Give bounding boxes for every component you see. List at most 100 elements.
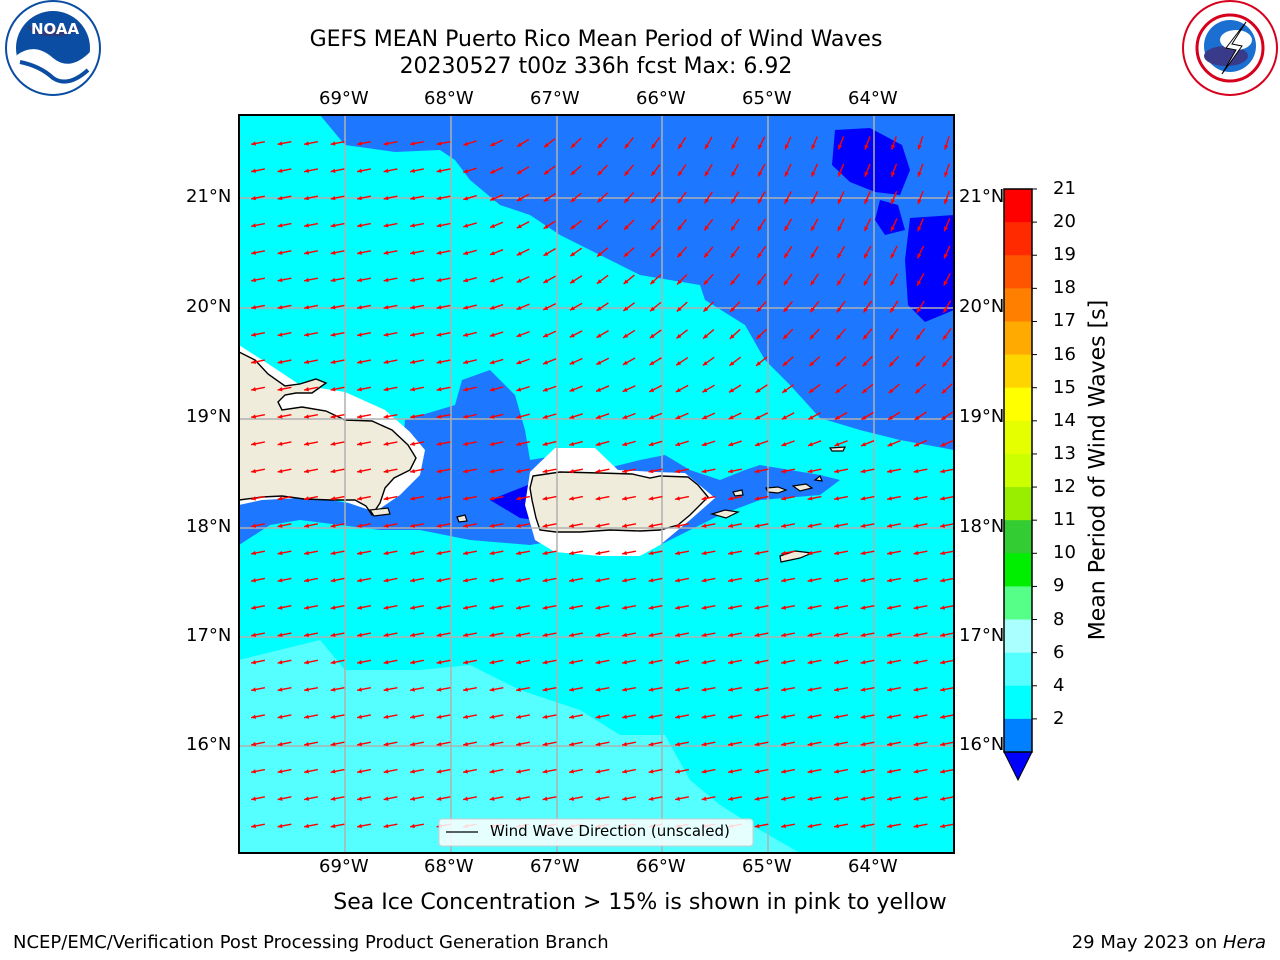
wave-direction-arrowhead <box>304 414 309 419</box>
wave-direction-arrowhead <box>648 441 654 447</box>
wave-direction-arrowhead <box>728 496 733 501</box>
wave-direction-arrowhead <box>543 278 549 283</box>
wave-direction-arrowhead <box>754 687 760 692</box>
lon-tick-bottom: 68°W <box>424 856 474 877</box>
wave-direction-arrowhead <box>357 332 362 337</box>
wave-direction-arrowhead <box>489 578 495 583</box>
wave-direction-arrowhead <box>463 278 469 283</box>
wave-direction-arrowhead <box>622 496 627 501</box>
wave-direction-arrowhead <box>330 305 336 310</box>
wave-direction-arrowhead <box>410 414 415 419</box>
wave-direction-arrowhead <box>516 169 522 174</box>
colorbar-tick-label: 19 <box>1053 244 1076 266</box>
wave-direction-arrowhead <box>569 360 575 365</box>
wave-direction-arrowhead <box>675 523 680 528</box>
wave-direction-arrowhead <box>887 523 892 528</box>
land-anegada <box>828 446 847 452</box>
wave-direction-arrowhead <box>916 307 922 313</box>
wave-direction-arrowhead <box>542 605 548 610</box>
wave-direction-arrowhead <box>304 687 309 692</box>
wave-direction-arrowhead <box>436 305 442 310</box>
wave-direction-arrowhead <box>569 796 574 801</box>
wave-direction-arrowhead <box>383 796 389 801</box>
lat-tick-right: 16°N <box>959 734 1005 755</box>
wave-direction-arrowhead <box>436 741 442 747</box>
wave-direction-arrowhead <box>913 578 919 583</box>
wave-direction-arrowhead <box>757 280 762 286</box>
wave-direction-arrowhead <box>940 605 945 610</box>
wave-direction-arrowhead <box>436 141 442 146</box>
wave-direction-arrowhead <box>917 280 922 286</box>
wave-direction-arrowhead <box>622 714 627 719</box>
wave-direction-arrowhead <box>622 769 627 774</box>
wave-direction-arrowhead <box>891 199 896 205</box>
colorbar-tick-label: 10 <box>1053 542 1076 564</box>
wave-direction-arrowhead <box>357 305 362 310</box>
wave-direction-arrowhead <box>436 250 442 255</box>
colorbar-swatch <box>1004 189 1032 223</box>
wave-direction-arrowhead <box>357 769 362 774</box>
wave-direction-arrowhead <box>676 333 682 339</box>
colorbar-tick-label: 12 <box>1053 476 1076 498</box>
wave-direction-arrowhead <box>251 168 256 173</box>
wave-direction-arrowhead <box>701 605 707 610</box>
wave-direction-arrowhead <box>463 550 468 556</box>
wave-direction-arrowhead <box>703 334 708 339</box>
wave-direction-arrowhead <box>622 687 627 692</box>
wave-direction-arrowhead <box>542 414 548 419</box>
wave-direction-arrowhead <box>357 223 362 228</box>
wave-direction-arrowhead <box>943 253 948 259</box>
wave-direction-arrowhead <box>383 769 389 774</box>
wave-direction-arrowhead <box>542 660 548 665</box>
wave-direction-arrowhead <box>622 578 627 583</box>
wave-direction-arrowhead <box>624 143 630 149</box>
wave-direction-arrowhead <box>887 741 892 747</box>
nws-logo <box>1182 0 1278 96</box>
wave-direction-arrowhead <box>834 578 839 583</box>
wave-direction-arrowhead <box>864 226 869 232</box>
wave-direction-arrowhead <box>595 496 601 501</box>
wave-direction-arrowhead <box>357 387 362 392</box>
wave-direction-arrowhead <box>835 388 841 394</box>
wave-direction-arrowhead <box>251 550 256 556</box>
wave-direction-arrowhead <box>277 441 283 446</box>
wave-direction-arrowhead <box>542 796 548 801</box>
wave-direction-arrowhead <box>357 578 362 583</box>
wave-direction-arrowhead <box>622 387 628 392</box>
wave-direction-arrowhead <box>940 468 945 474</box>
wave-direction-arrowhead <box>516 578 521 583</box>
wave-direction-arrowhead <box>410 332 415 337</box>
colorbar-tick-label: 8 <box>1053 608 1065 630</box>
wave-direction-arrowhead <box>463 468 468 474</box>
wave-direction-arrowhead <box>330 523 336 528</box>
wave-direction-arrowhead <box>489 769 495 774</box>
wave-direction-arrowhead <box>728 578 733 583</box>
wave-direction-arrowhead <box>436 277 442 283</box>
wave-direction-arrowhead <box>781 605 786 610</box>
wave-direction-arrowhead <box>330 741 336 747</box>
wave-direction-arrowhead <box>436 523 442 528</box>
wave-direction-arrowhead <box>834 468 839 474</box>
wave-period-field-below2-c <box>905 215 954 322</box>
wave-direction-arrowhead <box>887 550 892 556</box>
wave-direction-arrowhead <box>410 714 415 719</box>
wave-direction-arrowhead <box>357 195 362 201</box>
wave-direction-arrowhead <box>383 168 389 173</box>
wave-direction-arrowhead <box>757 253 762 258</box>
wave-direction-arrowhead <box>383 441 389 446</box>
wave-direction-arrowhead <box>489 796 495 801</box>
colorbar <box>1003 188 1037 782</box>
wave-direction-arrowhead <box>913 523 919 528</box>
wave-direction-arrowhead <box>304 332 309 337</box>
wave-direction-arrowhead <box>463 769 468 774</box>
wave-direction-arrowhead <box>489 387 495 392</box>
wave-direction-arrowhead <box>781 632 786 638</box>
wave-direction-arrowhead <box>940 687 945 692</box>
wave-direction-arrowhead <box>754 442 760 447</box>
wave-direction-arrowhead <box>781 741 786 747</box>
wave-direction-arrowhead <box>410 550 415 556</box>
wave-direction-arrowhead <box>807 796 813 801</box>
wave-direction-arrowhead <box>436 578 442 583</box>
wave-direction-arrowhead <box>436 468 442 474</box>
wave-direction-arrowhead <box>754 496 760 501</box>
